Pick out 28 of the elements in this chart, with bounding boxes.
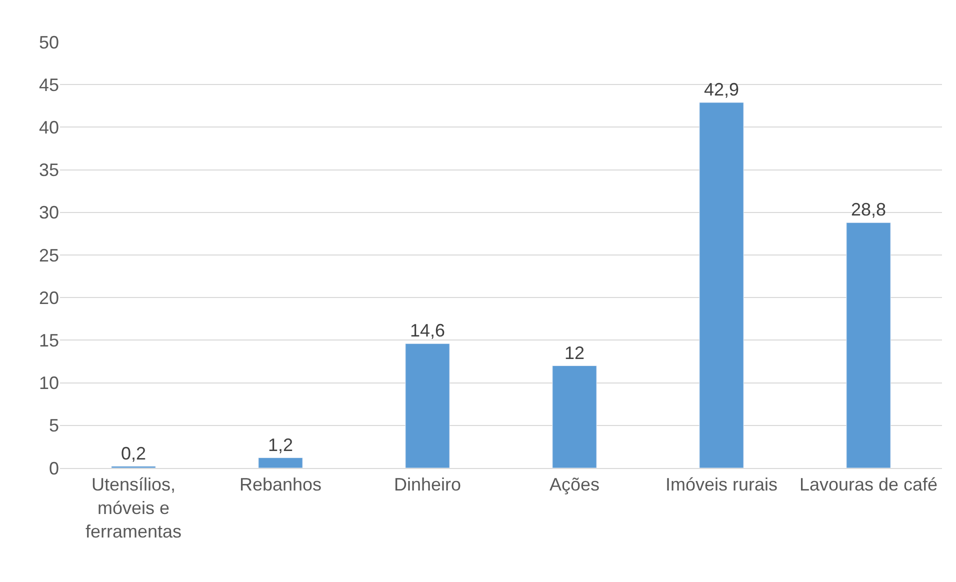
y-tick-label: 45 (38, 74, 59, 95)
x-tick-label: Dinheiro (394, 474, 462, 495)
data-label: 28,8 (850, 200, 886, 220)
x-tick-label: Imóveis rurais (665, 474, 778, 495)
y-tick-label: 0 (48, 458, 59, 478)
y-tick-label: 20 (38, 288, 59, 308)
y-tick-label: 50 (38, 32, 59, 52)
y-tick-label: 25 (38, 245, 59, 266)
bar (552, 366, 597, 468)
y-tick-label: 30 (38, 202, 59, 223)
y-tick-label: 15 (38, 330, 59, 350)
data-label: 42,9 (704, 79, 740, 100)
y-tick-label: 35 (38, 160, 59, 180)
bar (699, 102, 744, 468)
data-label: 1,2 (268, 434, 294, 455)
y-tick-label: 5 (48, 416, 59, 436)
bar (405, 343, 450, 468)
x-tick-label: Rebanhos (239, 474, 322, 495)
data-label: 0,2 (120, 443, 146, 464)
bar (846, 222, 891, 468)
bar (258, 458, 303, 468)
x-tick-label: Ações (549, 474, 600, 495)
x-tick-label: Utensílios, móveis e ferramentas (85, 474, 182, 542)
y-tick-label: 10 (38, 373, 59, 394)
data-label: 12 (564, 342, 585, 363)
data-label: 14,6 (410, 320, 446, 341)
x-tick-label: Lavouras de café (799, 474, 938, 495)
y-tick-label: 40 (38, 118, 59, 138)
